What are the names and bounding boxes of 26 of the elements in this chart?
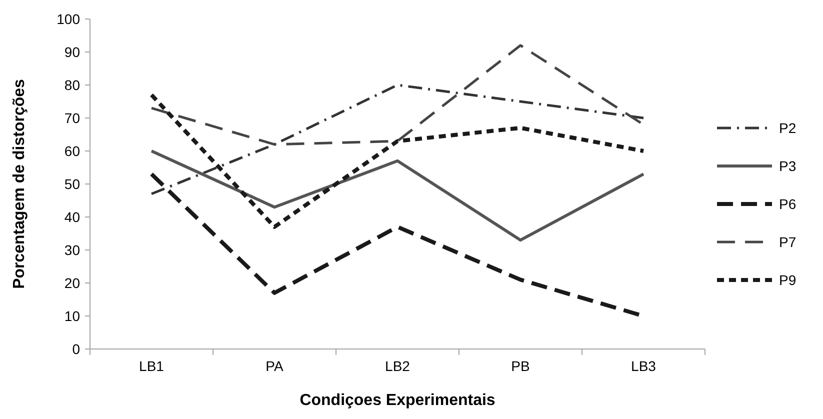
y-tick-label: 40 — [64, 208, 80, 225]
x-tick-label: PB — [511, 358, 530, 374]
y-tick-label: 80 — [64, 76, 80, 93]
x-tick-label: LB3 — [631, 358, 656, 374]
y-tick-label: 70 — [64, 110, 80, 126]
y-tick-label: 10 — [64, 308, 80, 324]
legend-label: P2 — [779, 120, 796, 136]
y-tick-label: 60 — [64, 142, 80, 159]
x-tick-label: LB2 — [385, 358, 410, 374]
y-axis-title: Porcentagem de distorções — [11, 78, 28, 289]
y-tick-label: 50 — [64, 176, 80, 192]
y-tick-label: 30 — [64, 242, 80, 258]
line-series — [150, 84, 645, 196]
y-tick-label: 90 — [64, 44, 80, 60]
x-tick-label: PA — [266, 358, 284, 374]
legend-label: P6 — [779, 196, 796, 212]
y-tick-label: 0 — [72, 340, 80, 357]
y-tick-label: 20 — [64, 274, 80, 291]
x-axis-title: Condiçoes Experimentais — [300, 392, 496, 409]
y-tick-label: 100 — [56, 10, 80, 27]
legend-label: P9 — [779, 272, 796, 288]
legend-label: P3 — [779, 158, 796, 174]
line-series — [150, 92, 646, 229]
x-tick-label: LB1 — [139, 358, 164, 374]
line-series — [150, 150, 645, 242]
legend-label: P7 — [779, 234, 796, 250]
